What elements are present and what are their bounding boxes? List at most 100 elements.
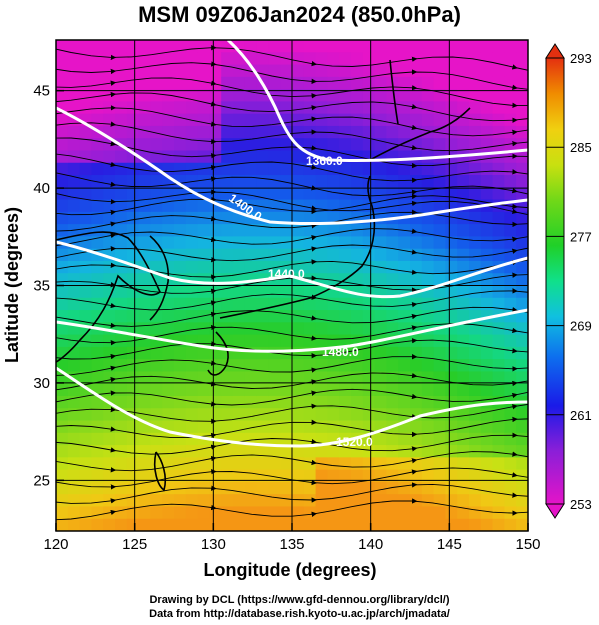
field-cell — [398, 113, 411, 127]
field-cell — [362, 113, 376, 127]
field-cell — [327, 236, 340, 250]
field-cell — [327, 248, 340, 262]
field-cell — [374, 76, 387, 90]
x-tick-label: 145 — [437, 536, 462, 553]
field-cell — [292, 199, 305, 213]
field-cell — [209, 89, 222, 102]
field-cell — [421, 359, 435, 373]
wind-arrow — [411, 446, 418, 452]
field-cell — [280, 346, 293, 360]
field-cell — [433, 395, 446, 409]
field-cell — [268, 420, 281, 434]
field-cell — [516, 518, 528, 531]
field-cell — [103, 211, 116, 225]
field-cell — [516, 175, 528, 188]
field-cell — [327, 420, 340, 434]
field-cell — [421, 162, 435, 176]
field-cell — [162, 64, 175, 78]
field-cell — [492, 518, 505, 531]
field-cell — [197, 334, 210, 348]
field-cell — [492, 322, 505, 336]
wind-arrow — [110, 80, 117, 86]
field-cell — [197, 89, 210, 102]
field-cell — [457, 101, 470, 115]
field-cell — [174, 260, 187, 274]
field-cell — [185, 395, 199, 409]
field-cell — [492, 371, 505, 385]
field-cell — [445, 211, 458, 225]
field-cell — [351, 518, 364, 531]
field-cell — [516, 383, 528, 397]
field-cell — [292, 432, 305, 446]
field-cell — [115, 125, 128, 139]
field-cell — [256, 334, 269, 348]
field-cell — [457, 408, 470, 422]
field-cell — [492, 420, 505, 434]
field-cell — [138, 40, 151, 53]
field-cell — [410, 248, 423, 262]
field-cell — [67, 506, 81, 520]
field-cell — [469, 64, 482, 78]
field-cell — [233, 150, 246, 164]
field-cell — [221, 297, 234, 311]
field-cell — [504, 371, 517, 385]
field-cell — [91, 285, 104, 299]
field-cell — [433, 346, 446, 360]
field-cell — [469, 113, 482, 127]
field-cell — [327, 445, 340, 458]
field-cell — [303, 469, 317, 483]
field-cell — [480, 506, 494, 520]
field-cell — [79, 76, 92, 90]
field-cell — [315, 236, 328, 250]
field-cell — [233, 334, 246, 348]
field-cell — [398, 506, 411, 520]
field-cell — [138, 224, 151, 238]
field-cell — [115, 481, 128, 495]
field-cell — [480, 432, 494, 446]
field-cell — [374, 113, 387, 127]
field-cell — [374, 273, 387, 287]
field-cell — [256, 138, 269, 152]
field-cell — [56, 76, 69, 90]
field-cell — [386, 481, 399, 495]
field-cell — [162, 395, 175, 409]
field-cell — [256, 236, 269, 250]
field-cell — [138, 518, 151, 531]
field-cell — [362, 322, 376, 336]
field-cell — [362, 395, 376, 409]
x-tick-label: 150 — [515, 536, 540, 553]
field-cell — [150, 408, 163, 422]
field-cell — [268, 187, 281, 201]
field-cell — [233, 481, 246, 495]
field-cell — [386, 187, 399, 201]
field-cell — [315, 211, 328, 225]
field-cell — [79, 40, 92, 53]
field-cell — [504, 445, 517, 458]
field-cell — [162, 40, 175, 53]
field-cell — [339, 236, 352, 250]
field-cell — [256, 113, 269, 127]
field-cell — [185, 310, 199, 323]
field-cell — [233, 113, 246, 127]
field-cell — [138, 76, 151, 90]
field-cell — [115, 40, 128, 53]
field-cell — [362, 346, 376, 360]
field-cell — [56, 310, 69, 323]
field-cell — [138, 432, 151, 446]
field-cell — [292, 52, 305, 66]
field-cell — [492, 40, 505, 53]
field-cell — [292, 89, 305, 102]
field-cell — [433, 89, 446, 102]
field-cell — [56, 420, 69, 434]
field-cell — [445, 346, 458, 360]
field-cell — [162, 224, 175, 238]
field-cell — [410, 359, 423, 373]
field-cell — [315, 518, 328, 531]
field-cell — [244, 359, 258, 373]
field-cell — [138, 52, 151, 66]
field-cell — [457, 285, 470, 299]
field-cell — [67, 518, 81, 531]
field-cell — [386, 359, 399, 373]
wind-arrow — [512, 327, 518, 334]
field-cell — [374, 457, 387, 471]
